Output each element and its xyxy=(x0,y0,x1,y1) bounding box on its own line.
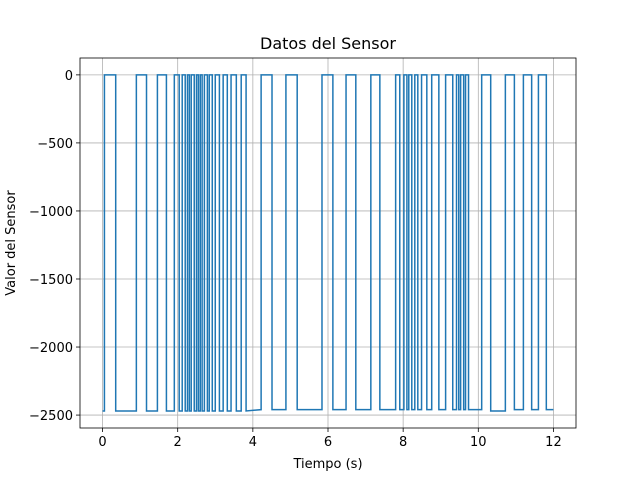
data-line xyxy=(102,74,554,412)
chart-title: Datos del Sensor xyxy=(260,34,396,53)
y-tick-label: −500 xyxy=(37,137,73,152)
y-tick-label: −1500 xyxy=(29,273,73,288)
x-tick-label: 8 xyxy=(399,435,407,450)
plot-frame xyxy=(79,57,577,429)
x-tick-label: 12 xyxy=(545,435,562,450)
x-axis-label: Tiempo (s) xyxy=(292,457,362,472)
y-tick-label: −2000 xyxy=(29,341,73,356)
y-axis-label: Valor del Sensor xyxy=(4,190,19,296)
x-tick-label: 10 xyxy=(470,435,487,450)
x-tick-label: 0 xyxy=(98,435,106,450)
y-tick-label: 0 xyxy=(65,69,73,84)
x-tick-label: 6 xyxy=(324,435,332,450)
x-tick-label: 2 xyxy=(174,435,182,450)
y-tick-label: −1000 xyxy=(29,205,73,220)
x-tick-label: 4 xyxy=(249,435,257,450)
y-tick-label: −2500 xyxy=(29,409,73,424)
